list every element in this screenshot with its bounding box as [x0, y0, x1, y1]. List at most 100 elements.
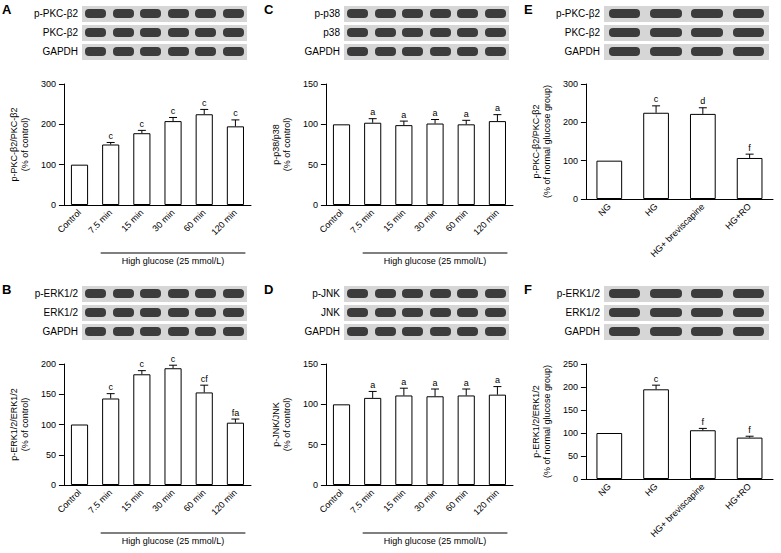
svg-text:High glucose (25 mmol/L): High glucose (25 mmol/L): [122, 256, 225, 266]
svg-text:250: 250: [563, 359, 578, 369]
svg-text:0: 0: [573, 474, 578, 484]
svg-text:a: a: [464, 109, 469, 119]
svg-text:300: 300: [41, 79, 56, 89]
svg-text:120 min: 120 min: [471, 207, 501, 237]
svg-text:7.5 min: 7.5 min: [348, 207, 376, 235]
svg-text:60 min: 60 min: [444, 487, 470, 513]
svg-text:30 min: 30 min: [412, 487, 438, 513]
svg-text:(% of control): (% of control): [20, 398, 30, 452]
svg-text:100: 100: [41, 420, 56, 430]
svg-text:c: c: [108, 131, 113, 141]
svg-text:15 min: 15 min: [119, 487, 145, 513]
svg-text:d: d: [700, 96, 705, 106]
svg-text:Control: Control: [55, 207, 83, 235]
svg-text:f: f: [702, 417, 705, 427]
svg-text:120 min: 120 min: [209, 207, 239, 237]
svg-text:High glucose (25 mmol/L): High glucose (25 mmol/L): [384, 256, 487, 266]
svg-text:HG: HG: [643, 201, 660, 218]
svg-text:NG: NG: [596, 481, 613, 498]
svg-text:a: a: [495, 375, 500, 385]
svg-text:7.5 min: 7.5 min: [86, 487, 114, 515]
svg-text:p-PKC-β2/PKC-β2: p-PKC-β2/PKC-β2: [9, 108, 19, 182]
svg-text:a: a: [370, 107, 375, 117]
svg-text:0: 0: [51, 200, 56, 210]
svg-text:(% of control): (% of control): [282, 398, 292, 452]
svg-text:200: 200: [563, 382, 578, 392]
svg-text:Control: Control: [55, 487, 83, 515]
svg-text:HG+ breviscapine: HG+ breviscapine: [649, 481, 707, 539]
svg-text:a: a: [495, 103, 500, 113]
svg-text:0: 0: [573, 194, 578, 204]
svg-text:(% of normal glucose group): (% of normal glucose group): [542, 85, 552, 198]
svg-text:p-ERK1/2/ERK1/2: p-ERK1/2/ERK1/2: [531, 385, 541, 458]
svg-text:100: 100: [41, 160, 56, 170]
svg-text:HG: HG: [643, 481, 660, 498]
svg-text:a: a: [401, 110, 406, 120]
svg-text:120 min: 120 min: [209, 487, 239, 517]
svg-text:15 min: 15 min: [381, 487, 407, 513]
svg-text:p-JNK/JNK: p-JNK/JNK: [271, 402, 281, 447]
svg-text:c: c: [171, 106, 176, 116]
svg-text:Control: Control: [317, 487, 345, 515]
svg-text:HG+RO: HG+RO: [723, 481, 753, 511]
svg-text:c: c: [654, 374, 659, 384]
svg-text:a: a: [433, 378, 438, 388]
svg-text:0: 0: [313, 200, 318, 210]
svg-text:100: 100: [303, 119, 318, 129]
svg-text:(% of normal glucose group): (% of normal glucose group): [542, 365, 552, 478]
svg-text:f: f: [748, 143, 751, 153]
svg-text:15 min: 15 min: [119, 207, 145, 233]
svg-text:(% of control): (% of control): [282, 118, 292, 172]
svg-text:50: 50: [308, 440, 318, 450]
svg-text:c: c: [108, 382, 113, 392]
svg-text:200: 200: [41, 359, 56, 369]
svg-text:p-ERK1/2/ERK1/2: p-ERK1/2/ERK1/2: [9, 388, 19, 461]
svg-text:30 min: 30 min: [150, 207, 176, 233]
svg-text:150: 150: [303, 359, 318, 369]
svg-text:c: c: [140, 119, 145, 129]
svg-text:(% of control): (% of control): [20, 118, 30, 172]
svg-text:50: 50: [308, 160, 318, 170]
svg-text:7.5 min: 7.5 min: [86, 207, 114, 235]
svg-text:7.5 min: 7.5 min: [348, 487, 376, 515]
svg-text:150: 150: [303, 79, 318, 89]
svg-text:p-PKC-β2/PKC-β2: p-PKC-β2/PKC-β2: [531, 105, 541, 179]
svg-text:c: c: [202, 98, 207, 108]
svg-text:cf: cf: [201, 374, 209, 384]
svg-text:a: a: [433, 108, 438, 118]
svg-text:50: 50: [568, 451, 578, 461]
svg-text:30 min: 30 min: [412, 207, 438, 233]
svg-text:100: 100: [303, 399, 318, 409]
svg-text:a: a: [401, 377, 406, 387]
svg-text:High glucose (25 mmol/L): High glucose (25 mmol/L): [384, 536, 487, 546]
svg-text:f: f: [748, 425, 751, 435]
svg-text:High glucose (25 mmol/L): High glucose (25 mmol/L): [122, 536, 225, 546]
svg-text:HG+ breviscapine: HG+ breviscapine: [649, 201, 707, 259]
svg-text:50: 50: [46, 450, 56, 460]
svg-text:c: c: [140, 359, 145, 369]
svg-text:150: 150: [563, 405, 578, 415]
svg-text:c: c: [654, 94, 659, 104]
svg-text:c: c: [171, 354, 176, 364]
svg-text:a: a: [370, 380, 375, 390]
svg-text:60 min: 60 min: [182, 487, 208, 513]
svg-text:0: 0: [51, 480, 56, 490]
svg-text:15 min: 15 min: [381, 207, 407, 233]
svg-text:100: 100: [563, 156, 578, 166]
svg-text:Control: Control: [317, 207, 345, 235]
svg-text:200: 200: [41, 119, 56, 129]
svg-text:60 min: 60 min: [182, 207, 208, 233]
svg-text:300: 300: [563, 79, 578, 89]
svg-text:NG: NG: [596, 201, 613, 218]
svg-text:200: 200: [563, 117, 578, 127]
svg-text:30 min: 30 min: [150, 487, 176, 513]
svg-text:0: 0: [313, 480, 318, 490]
svg-text:120 min: 120 min: [471, 487, 501, 517]
svg-text:150: 150: [41, 389, 56, 399]
svg-text:fa: fa: [232, 408, 240, 418]
svg-text:100: 100: [563, 428, 578, 438]
svg-text:p-p38/p38: p-p38/p38: [271, 124, 281, 165]
svg-text:a: a: [464, 378, 469, 388]
svg-text:60 min: 60 min: [444, 207, 470, 233]
svg-text:HG+RO: HG+RO: [723, 201, 753, 231]
